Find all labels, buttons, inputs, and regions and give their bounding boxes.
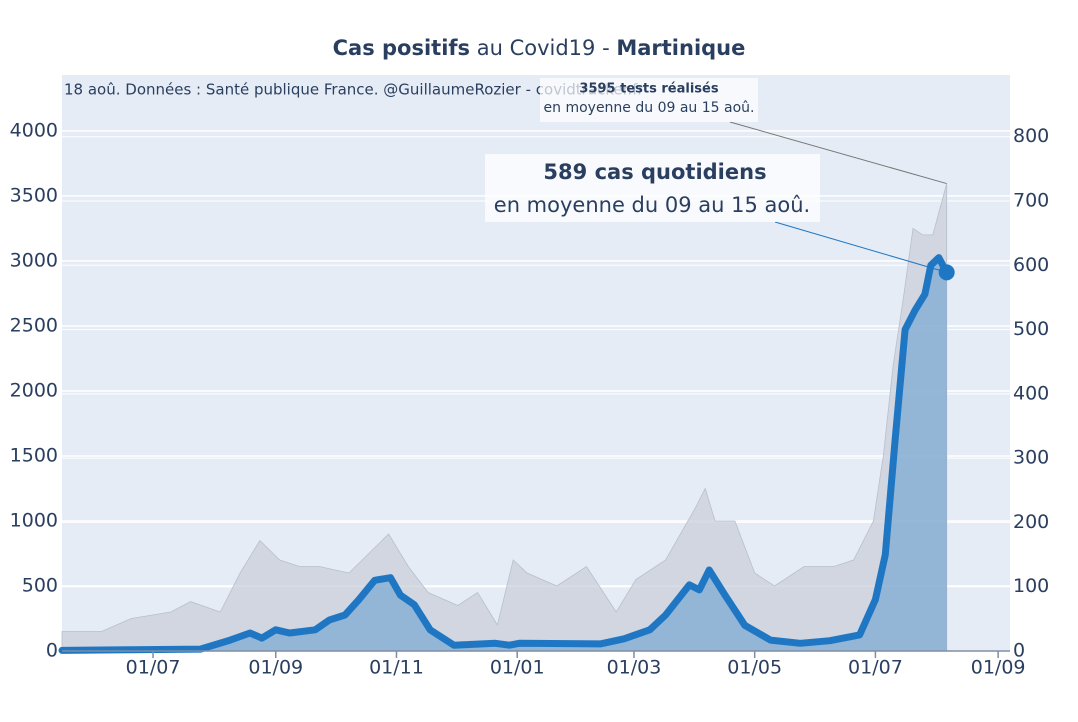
x-tick-label: 01/07 [126, 657, 181, 679]
annotation-connector [774, 221, 947, 273]
y2-tick-label: 600 [1013, 254, 1049, 276]
annotation-box [485, 154, 820, 222]
title-part: Cas positifs [333, 36, 470, 60]
y2-tick-label: 800 [1013, 125, 1049, 147]
y2-tick-label: 700 [1013, 190, 1049, 212]
y-tick-label: 1500 [10, 444, 58, 466]
x-tick-label: 01/07 [848, 657, 903, 679]
cases-line [58, 254, 951, 654]
title-part: Martinique [616, 36, 745, 60]
y-tick-label: 500 [22, 574, 58, 596]
y-tick-label: 4000 [10, 119, 58, 141]
chart-title: Cas positifs au Covid19 - Martinique [333, 36, 746, 60]
title-part: au Covid19 - [470, 36, 616, 60]
y-tick-label: 0 [46, 640, 58, 662]
x-tick-label: 01/01 [490, 657, 545, 679]
annotation-line: en moyenne du 09 au 15 aoû. [544, 100, 755, 116]
y2-tick-label: 400 [1013, 382, 1049, 404]
x-tick-label: 01/03 [607, 657, 662, 679]
annotation-connector [729, 121, 947, 185]
y-tick-label: 3500 [10, 184, 58, 206]
y-tick-label: 2000 [10, 379, 58, 401]
y2-tick-label: 500 [1013, 318, 1049, 340]
annotation-box [540, 78, 758, 122]
annotation-line: en moyenne du 09 au 15 aoû. [494, 193, 810, 217]
x-tick-label: 01/09 [971, 657, 1026, 679]
marks [61, 183, 948, 652]
y-tick-label: 2500 [10, 314, 58, 336]
annotation-line: 3595 tests réalisés [579, 82, 718, 97]
x-tick-label: 01/09 [248, 657, 303, 679]
y-tick-label: 1000 [10, 509, 58, 531]
tests-area [61, 183, 948, 652]
source-note: 18 aoû. Données : Santé publique France.… [64, 81, 644, 99]
y-tick-label: 3000 [10, 249, 58, 271]
y2-tick-label: 300 [1013, 447, 1049, 469]
y2-tick-label: 0 [1013, 640, 1025, 662]
x-tick-label: 01/05 [727, 657, 782, 679]
y2-tick-label: 100 [1013, 575, 1049, 597]
x-tick-label: 01/11 [369, 657, 424, 679]
annotation-line: 589 cas quotidiens [543, 160, 766, 184]
y2-tick-label: 200 [1013, 511, 1049, 533]
overlay: 18 aoû. Données : Santé publique France.… [58, 78, 955, 654]
